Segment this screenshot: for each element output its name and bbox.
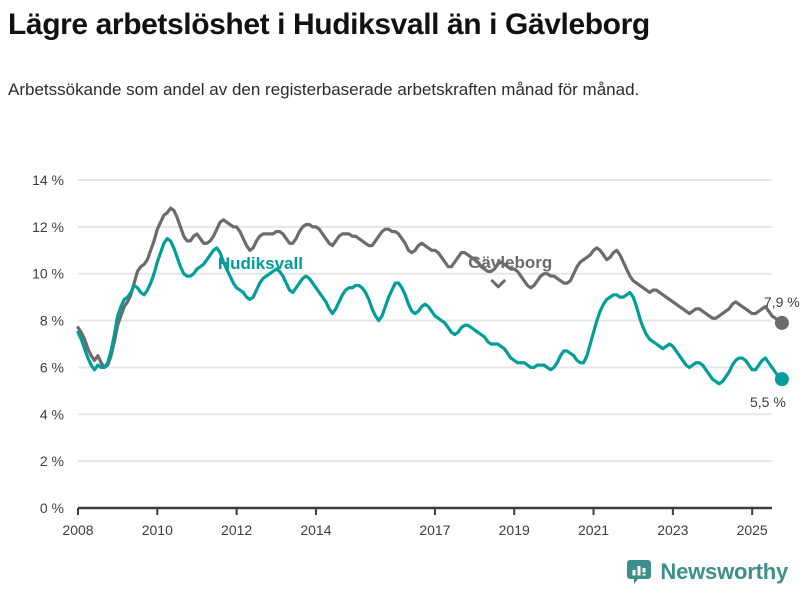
series-paths — [76, 206, 784, 386]
y-tick-label: 0 % — [40, 500, 64, 516]
y-tick-label: 4 % — [40, 406, 64, 422]
chevron-down-icon — [490, 279, 506, 289]
y-tick-label: 2 % — [40, 453, 64, 469]
series-endpoint-markers — [774, 315, 789, 387]
newsworthy-logo: Newsworthy — [626, 552, 788, 592]
y-tick-label: 14 % — [32, 172, 64, 188]
x-tick-label: 2025 — [737, 522, 768, 538]
endpoint-value-gävleborg: 7,9 % — [764, 294, 800, 310]
series-line-hudiksvall — [76, 236, 784, 386]
x-tick-label: 2019 — [499, 522, 530, 538]
x-tick-label: 2017 — [419, 522, 450, 538]
x-tick-label: 2008 — [62, 522, 93, 538]
brand-name: Newsworthy — [660, 559, 788, 584]
endpoint-value-hudiksvall: 5,5 % — [750, 394, 786, 410]
series-annotations: 7,9 % Gävleborg 5,5 % Hudiksvall — [218, 253, 800, 410]
y-tick-label: 12 % — [32, 219, 64, 235]
x-axis-line — [77, 506, 772, 515]
x-tick-label: 2023 — [657, 522, 688, 538]
series-label-hudiksvall: Hudiksvall — [218, 254, 303, 273]
x-tick-label: 2014 — [300, 522, 331, 538]
endpoint-marker-gävleborg — [774, 315, 789, 330]
y-tick-label: 10 % — [32, 266, 64, 282]
x-tick-label: 2012 — [221, 522, 252, 538]
bar-chart-bubble-icon — [626, 559, 652, 585]
line-chart: 0 % 2 % 4 % 6 % 8 % 10 % 12 % 14 % 2008 2010 2012… — [0, 150, 800, 550]
x-tick-label: 2021 — [578, 522, 609, 538]
page-title: Lägre arbetslöshet i Hudiksvall än i Gäv… — [8, 8, 650, 41]
y-tick-label: 6 % — [40, 359, 64, 375]
x-tick-label: 2010 — [142, 522, 173, 538]
x-axis-tick-labels: 2008 2010 2012 2014 2017 2019 2021 2023 2025 — [62, 522, 768, 538]
series-line-gävleborg — [76, 206, 784, 370]
endpoint-marker-hudiksvall — [774, 372, 789, 387]
y-axis-tick-labels: 0 % 2 % 4 % 6 % 8 % 10 % 12 % 14 % — [32, 172, 64, 516]
y-tick-label: 8 % — [40, 313, 64, 329]
series-label-gävleborg: Gävleborg — [468, 253, 552, 272]
y-gridlines — [78, 179, 772, 463]
page-subtitle: Arbetssökande som andel av den registerb… — [8, 80, 640, 99]
